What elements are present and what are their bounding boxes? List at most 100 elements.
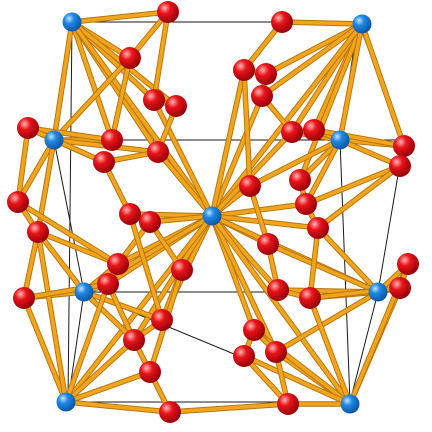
bond — [210, 214, 320, 230]
red-atom — [271, 11, 293, 33]
blue-atom — [330, 130, 350, 150]
bond — [210, 22, 364, 218]
cell-edge — [67, 21, 73, 403]
red-atom — [123, 329, 145, 351]
atom-layer — [7, 1, 419, 423]
blue-atom — [340, 394, 360, 414]
bond — [128, 212, 164, 322]
bond — [26, 126, 106, 164]
bond — [22, 230, 40, 300]
bond — [26, 126, 114, 142]
bond — [64, 338, 136, 404]
bond — [338, 22, 364, 142]
bond — [36, 230, 86, 294]
bond — [70, 20, 214, 218]
blue-atom — [44, 130, 64, 150]
bond — [210, 214, 352, 406]
bond — [64, 370, 152, 404]
bond — [210, 94, 264, 218]
red-atom — [389, 155, 411, 177]
bond — [22, 296, 68, 404]
red-atom — [255, 63, 277, 85]
bond — [152, 10, 170, 102]
bond — [242, 68, 252, 188]
red-atom — [119, 47, 141, 69]
red-atom — [243, 319, 265, 341]
red-atom — [157, 1, 179, 23]
bond — [152, 98, 214, 218]
red-atom — [7, 191, 29, 213]
red-atom — [251, 85, 273, 107]
red-atom — [107, 253, 129, 275]
red-atom — [233, 59, 255, 81]
red-atom — [299, 287, 321, 309]
red-atom — [93, 151, 115, 173]
bond — [168, 402, 290, 414]
cell-edge — [349, 291, 379, 403]
red-atom — [233, 345, 255, 367]
bond — [260, 22, 364, 98]
bond — [22, 282, 110, 300]
red-atom — [143, 89, 165, 111]
red-atom — [393, 135, 415, 157]
bond — [308, 296, 352, 406]
bond — [16, 200, 120, 266]
red-atom — [281, 121, 303, 143]
red-atom — [159, 401, 181, 423]
bond — [52, 20, 74, 142]
blue-atom — [74, 282, 94, 302]
bond — [82, 290, 136, 342]
blue-atom — [62, 12, 82, 32]
red-atom — [397, 253, 419, 275]
red-atom — [27, 221, 49, 243]
red-atom — [239, 175, 261, 197]
bond — [210, 214, 278, 354]
bond — [360, 22, 406, 148]
red-atom — [289, 169, 311, 191]
red-atom — [17, 117, 39, 139]
red-atom — [165, 95, 187, 117]
bond — [36, 230, 68, 404]
blue-atom — [202, 206, 222, 226]
red-atom — [13, 287, 35, 309]
red-atom — [139, 211, 161, 233]
red-atom — [307, 217, 329, 239]
red-atom — [267, 279, 289, 301]
bond — [70, 20, 114, 142]
cell-edge — [53, 139, 85, 293]
red-atom — [139, 361, 161, 383]
bond — [210, 68, 246, 218]
red-atom — [147, 141, 169, 163]
bond — [304, 164, 402, 206]
bond — [82, 290, 164, 322]
bond — [316, 164, 402, 230]
blue-atom — [56, 392, 76, 412]
blue-atom — [352, 14, 372, 34]
bond — [280, 20, 364, 26]
red-atom — [257, 233, 279, 255]
red-atom — [171, 259, 193, 281]
red-atom — [151, 309, 173, 331]
bond — [16, 138, 56, 204]
bond — [156, 150, 214, 218]
bond — [312, 128, 406, 148]
red-atom — [295, 193, 317, 215]
bond — [64, 400, 172, 414]
bond — [52, 56, 132, 142]
cell-edge — [339, 139, 351, 403]
bond — [248, 138, 342, 188]
bond — [304, 138, 342, 206]
red-atom — [389, 277, 411, 299]
bond — [242, 354, 352, 406]
red-atom — [101, 129, 123, 151]
bond — [266, 242, 380, 294]
bond — [70, 10, 170, 24]
red-atom — [119, 203, 141, 225]
blue-atom — [368, 282, 388, 302]
red-atom — [265, 341, 287, 363]
bond — [316, 226, 380, 294]
red-atom — [277, 393, 299, 415]
red-atom — [97, 273, 119, 295]
